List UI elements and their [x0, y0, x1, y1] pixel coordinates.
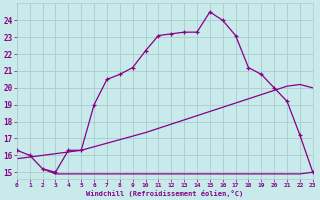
X-axis label: Windchill (Refroidissement éolien,°C): Windchill (Refroidissement éolien,°C)	[86, 190, 244, 197]
